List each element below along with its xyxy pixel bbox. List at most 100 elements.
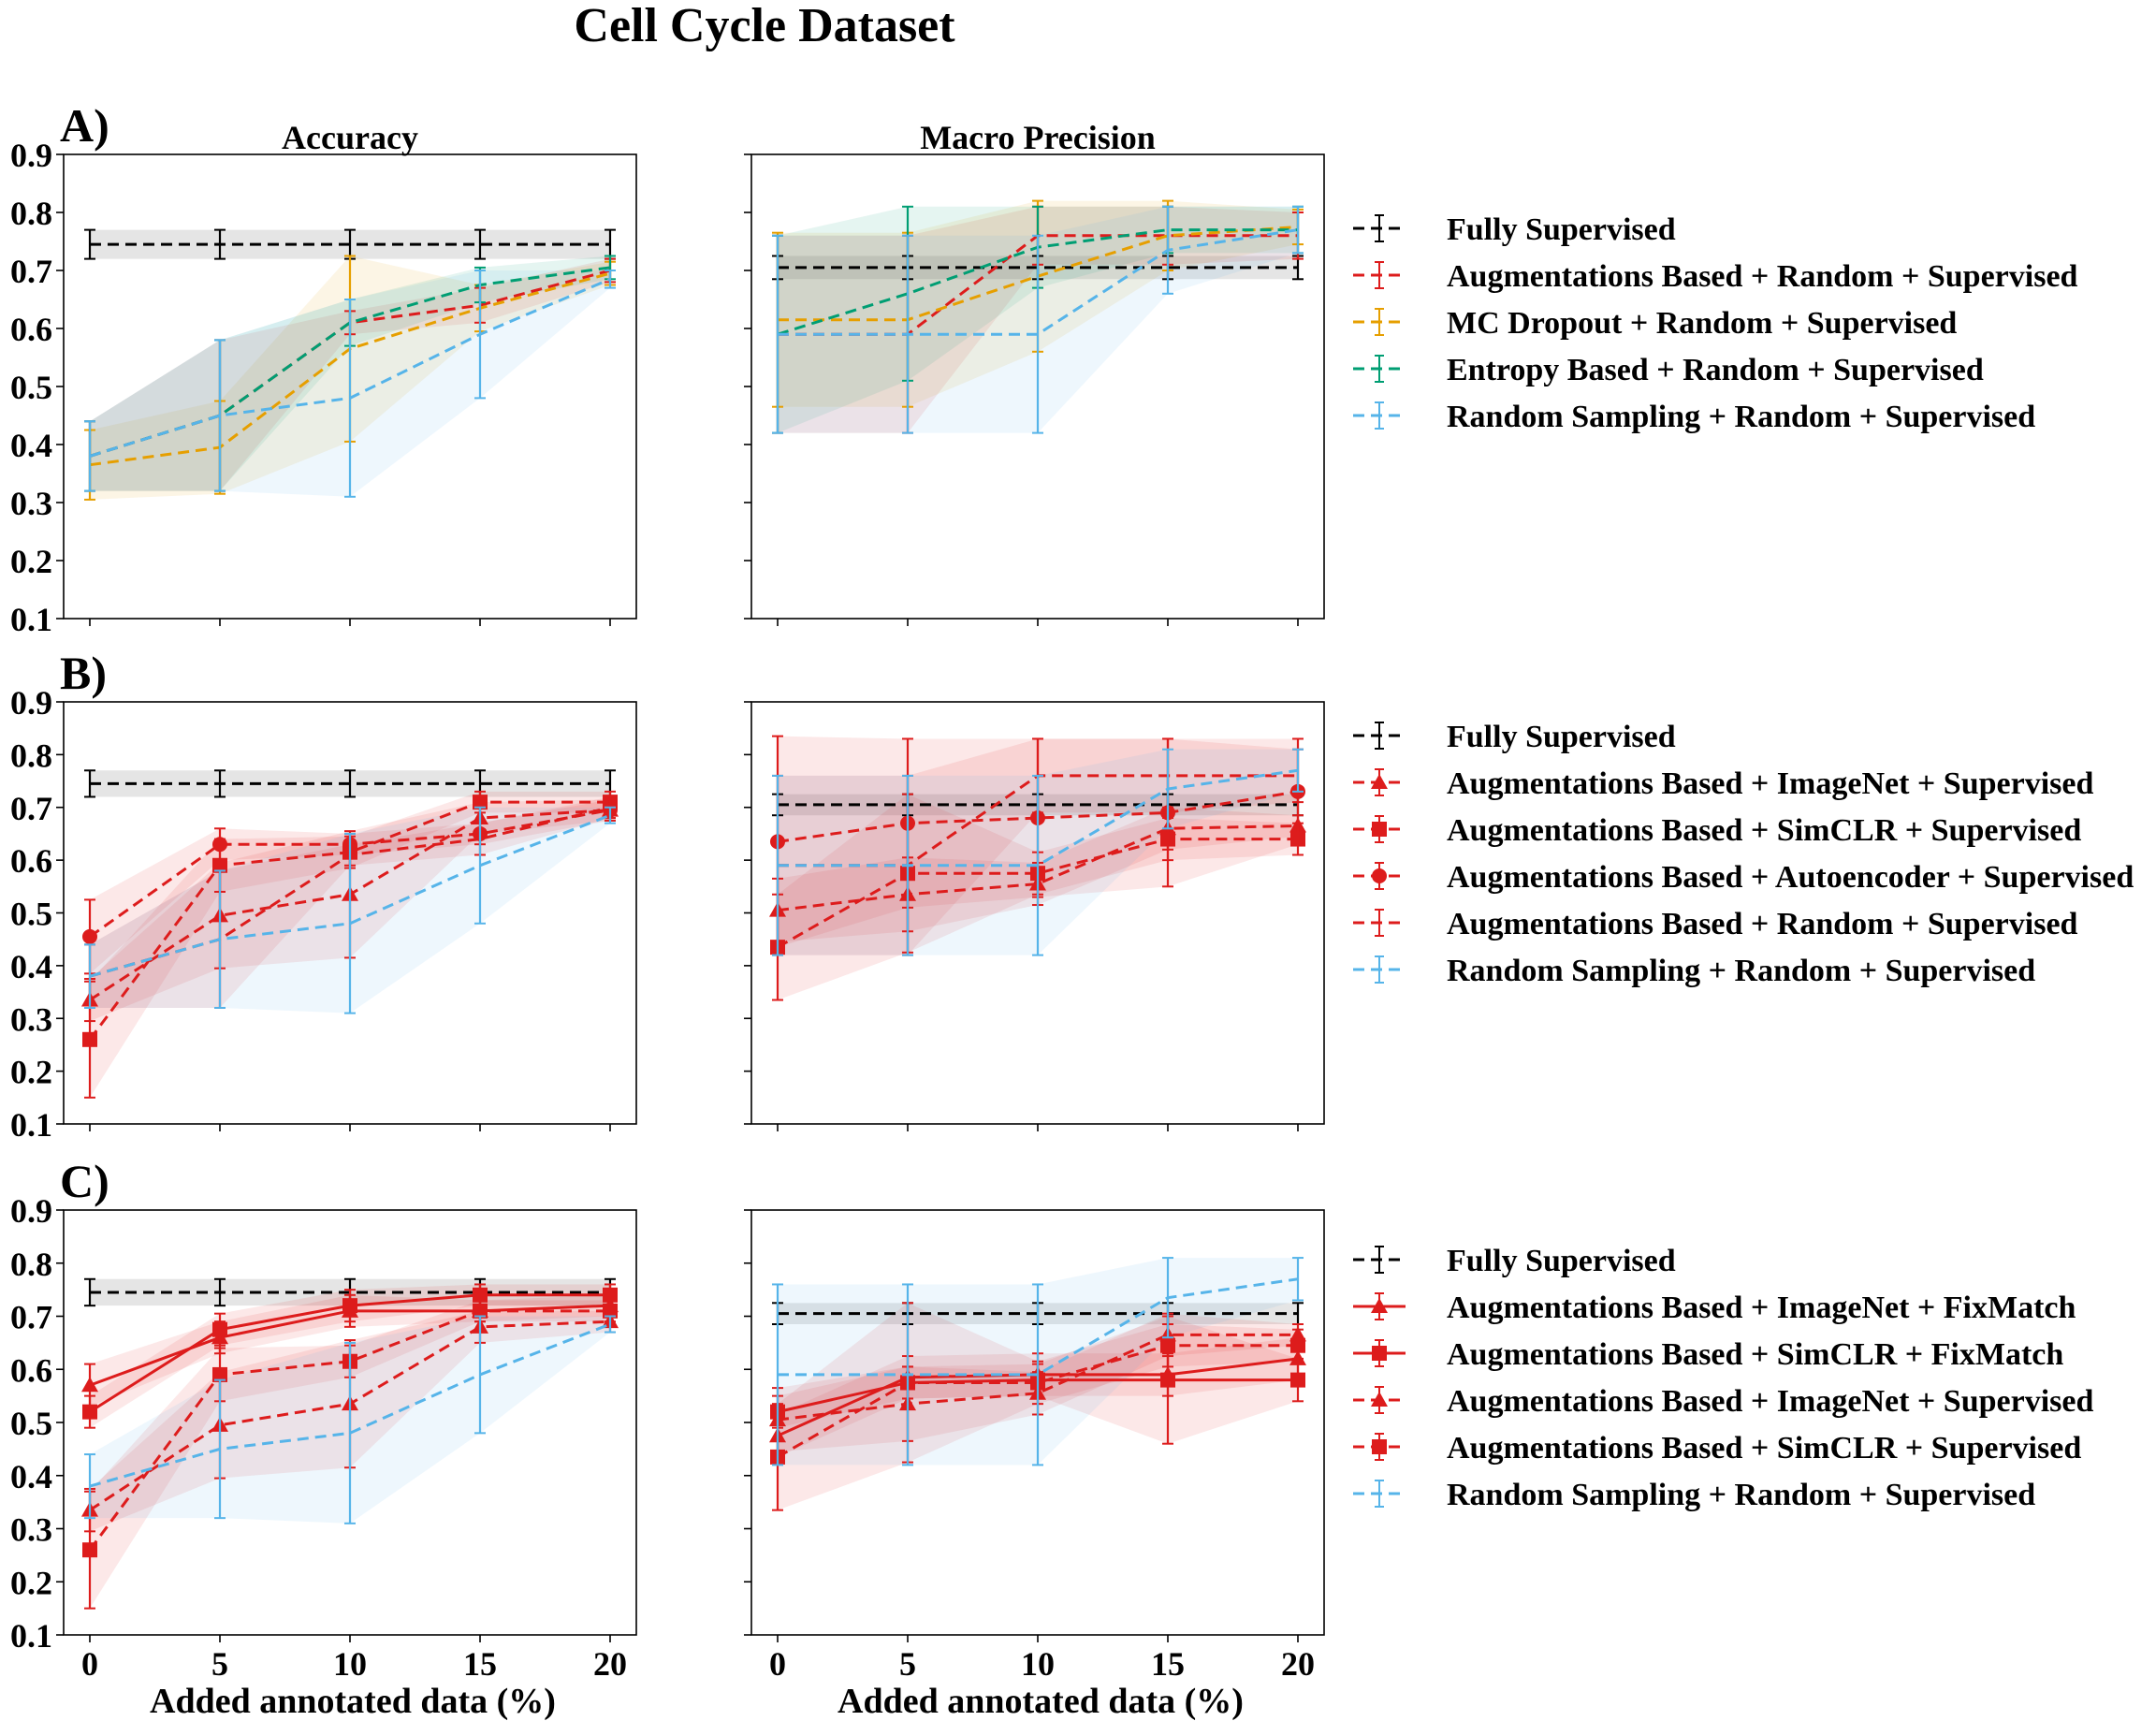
- figure-title: Cell Cycle Dataset: [574, 0, 955, 52]
- legend-marker: [1371, 774, 1388, 789]
- x-axis-label: Added annotated data (%): [838, 1682, 1244, 1721]
- legend-label: Fully Supervised: [1447, 1244, 1676, 1278]
- legend-label: Augmentations Based + Random + Supervise…: [1447, 907, 2078, 941]
- y-tick-label: 0.7: [10, 253, 52, 290]
- legend-label: Augmentations Based + SimCLR + Supervise…: [1447, 813, 2081, 848]
- x-tick-label: 5: [899, 1645, 916, 1683]
- legend-label: MC Dropout + Random + Supervised: [1447, 306, 1957, 341]
- chart-panel-4: [744, 701, 1325, 1131]
- chart-panel-2: Macro Precision: [744, 119, 1325, 626]
- series-line: [777, 824, 1299, 912]
- y-tick-label: 0.3: [10, 1511, 52, 1549]
- x-tick-label: 5: [211, 1645, 228, 1683]
- y-tick-label: 0.5: [10, 896, 52, 933]
- y-tick-label: 0.8: [10, 1246, 52, 1283]
- y-tick-label: 0.3: [10, 485, 52, 522]
- data-point: [342, 1298, 357, 1314]
- series-line: [89, 813, 611, 978]
- legend-label: Augmentations Based + ImageNet + Supervi…: [1447, 1384, 2093, 1419]
- x-tick-label: 10: [1021, 1645, 1055, 1683]
- y-tick-label: 0.1: [10, 1617, 52, 1655]
- legend-label: Augmentations Based + Autoencoder + Supe…: [1447, 860, 2134, 895]
- legend-label: Augmentations Based + ImageNet + Supervi…: [1447, 766, 2093, 801]
- series-line: [777, 838, 1298, 949]
- y-tick-label: 0.4: [10, 1458, 52, 1495]
- legend-label: Random Sampling + Random + Supervised: [1447, 1478, 2035, 1512]
- data-point: [212, 837, 227, 853]
- y-tick-label: 0.7: [10, 1299, 52, 1336]
- y-tick-label: 0.2: [10, 1564, 52, 1601]
- y-tick-label: 0.6: [10, 1351, 52, 1389]
- legend-marker: [1372, 1439, 1387, 1454]
- y-tick-label: 0.5: [10, 1405, 52, 1442]
- chart-panel-1: 0.1 0.2 0.3 0.4 0.5 0.6 0.7 0.8 0.9 Accuracy A): [10, 99, 637, 638]
- x-tick-label: 0: [81, 1645, 98, 1683]
- series-line: [777, 790, 1299, 843]
- y-tick-label: 0.2: [10, 543, 52, 580]
- panel-label: B): [60, 647, 107, 699]
- data-point: [473, 1303, 488, 1319]
- legend-marker: [1372, 822, 1387, 837]
- y-tick-label: 0.3: [10, 1000, 52, 1038]
- x-tick-label: 10: [333, 1645, 367, 1683]
- y-tick-label: 0.4: [10, 427, 52, 464]
- data-point: [212, 1366, 227, 1382]
- legend-2: Fully Supervised Augmentations Based + Im…: [1353, 720, 2134, 988]
- y-tick-label: 0.7: [10, 790, 52, 827]
- legend-label: Fully Supervised: [1447, 212, 1676, 247]
- legend-label: Random Sampling + Random + Supervised: [1447, 954, 2035, 988]
- panel-label: A): [60, 99, 109, 152]
- data-point: [1290, 1372, 1305, 1388]
- data-point: [82, 1542, 97, 1558]
- x-tick-label: 0: [769, 1645, 786, 1683]
- series-line: [777, 1344, 1298, 1459]
- data-point: [473, 795, 488, 810]
- data-point: [473, 1287, 488, 1303]
- y-tick-label: 0.8: [10, 737, 52, 774]
- data-point: [603, 1303, 618, 1319]
- data-point: [1160, 1337, 1175, 1353]
- legend-marker: [1372, 1346, 1387, 1361]
- x-tick-label: 20: [593, 1645, 627, 1683]
- legend-label: Augmentations Based + Random + Supervise…: [1447, 259, 2078, 294]
- x-axis-label: Added annotated data (%): [150, 1682, 556, 1721]
- series-line: [777, 1333, 1298, 1422]
- y-tick-label: 0.2: [10, 1054, 52, 1091]
- legend-3: Fully Supervised Augmentations Based + Im…: [1353, 1244, 2093, 1512]
- y-tick-label: 0.9: [10, 137, 52, 174]
- y-tick-label: 0.1: [10, 601, 52, 638]
- series-line: [89, 1322, 611, 1488]
- panel-label: C): [60, 1155, 109, 1207]
- y-tick-label: 0.9: [10, 1192, 52, 1230]
- panel-title: Macro Precision: [920, 119, 1156, 156]
- chart-panel-6: 0 5 10 15 20 Added annotated data (%): [744, 1209, 1325, 1721]
- y-tick-label: 0.6: [10, 311, 52, 348]
- chart-panel-5: 0.1 0.2 0.3 0.4 0.5 0.6 0.7 0.8 0.9 0 5 10 15 20 C) Add…: [10, 1155, 637, 1721]
- legend-label: Augmentations Based + ImageNet + FixMatc…: [1447, 1291, 2076, 1325]
- y-tick-label: 0.8: [10, 195, 52, 232]
- chart-panel-3: 0.1 0.2 0.3 0.4 0.5 0.6 0.7 0.8 0.9B): [10, 647, 637, 1144]
- data-point: [82, 1404, 97, 1420]
- data-point: [82, 1031, 97, 1047]
- legend-marker: [1371, 1298, 1388, 1313]
- data-point: [603, 1287, 618, 1303]
- y-tick-label: 0.5: [10, 369, 52, 406]
- data-point: [1160, 1372, 1175, 1388]
- data-point: [1290, 1337, 1305, 1353]
- y-tick-label: 0.6: [10, 842, 52, 880]
- legend-label: Augmentations Based + SimCLR + FixMatch: [1447, 1337, 2063, 1372]
- data-point: [212, 857, 227, 873]
- legend-marker: [1371, 1392, 1388, 1407]
- legend-label: Random Sampling + Random + Supervised: [1447, 400, 2035, 434]
- legend-label: Augmentations Based + SimCLR + Supervise…: [1447, 1431, 2081, 1466]
- data-point: [81, 1377, 98, 1393]
- y-tick-label: 0.4: [10, 948, 52, 985]
- y-tick-label: 0.1: [10, 1106, 52, 1144]
- legend-label: Fully Supervised: [1447, 720, 1676, 754]
- legend-1: Fully Supervised Augmentations Based + Ra…: [1353, 212, 2078, 434]
- data-point: [82, 928, 97, 944]
- panel-title: Accuracy: [282, 119, 418, 156]
- x-tick-label: 15: [1151, 1645, 1185, 1683]
- x-tick-label: 20: [1281, 1645, 1315, 1683]
